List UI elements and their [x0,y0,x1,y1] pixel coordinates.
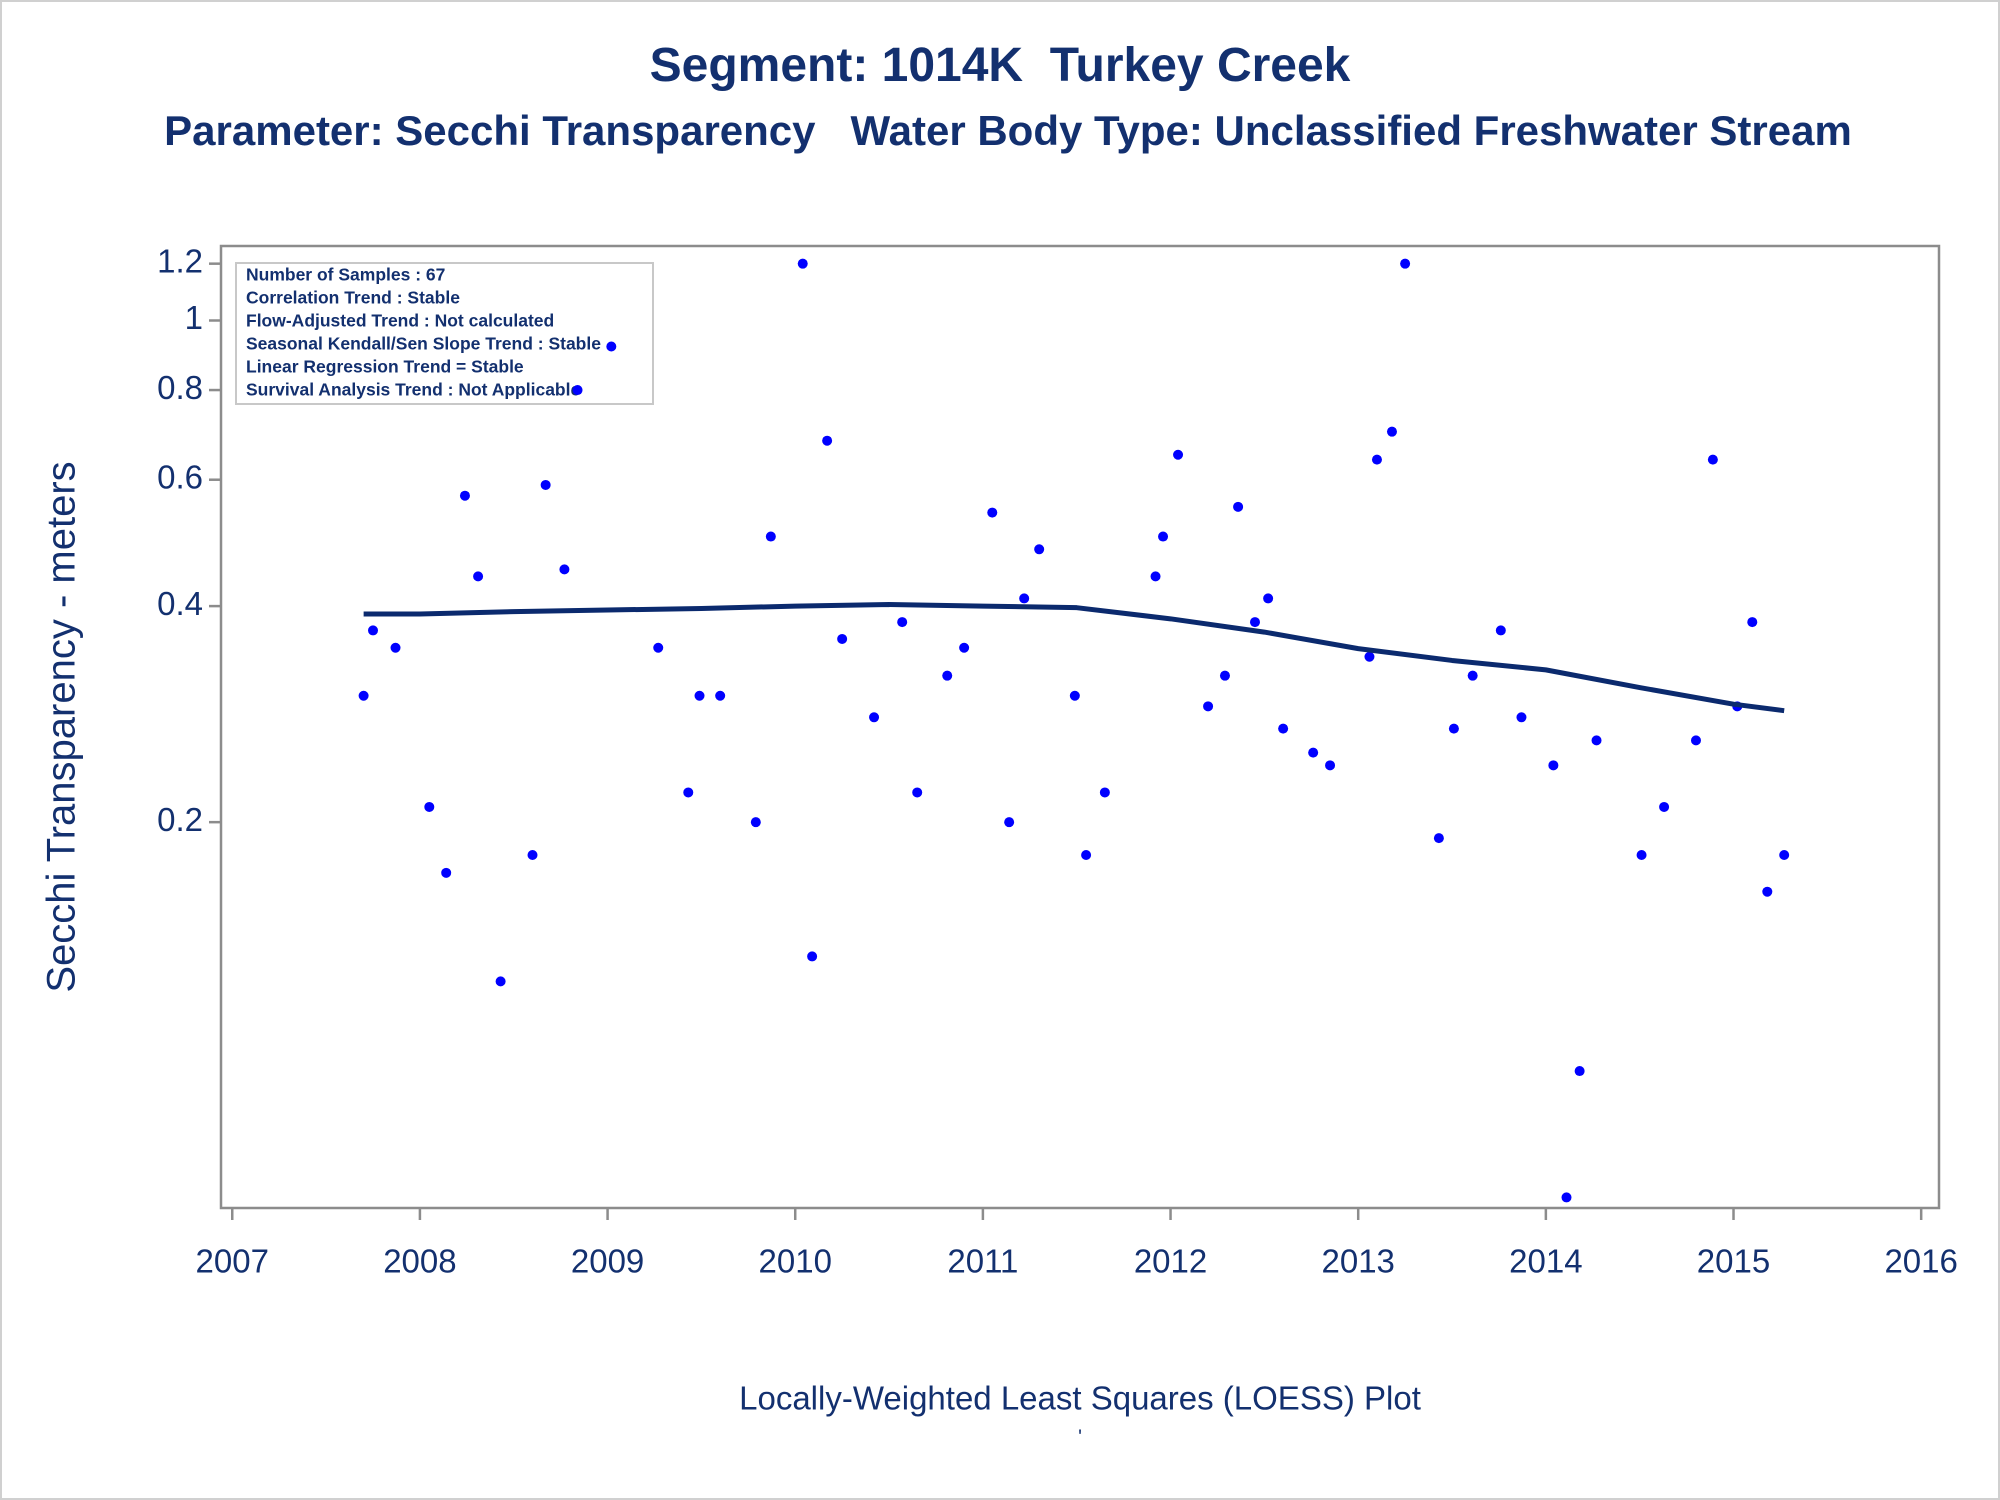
x-tick-label: 2009 [571,1243,644,1280]
data-point [1495,625,1506,636]
data-point [653,642,664,653]
x-tick-label: 2014 [1509,1243,1582,1280]
data-point [1574,1066,1585,1077]
x-tick-label: 2007 [196,1243,269,1280]
data-point [807,951,818,962]
data-point [822,435,833,446]
chart-subtitle: Parameter: Secchi Transparency Water Bod… [164,107,1852,154]
data-point [1219,670,1230,681]
data-point [715,690,726,701]
data-point [1099,787,1110,798]
data-point [1364,651,1375,662]
data-point [1203,701,1214,712]
y-tick-label: 0.8 [157,369,203,406]
data-point [441,867,452,878]
data-point [1325,760,1336,771]
y-tick-label: 0.4 [157,585,203,622]
data-point [1308,747,1319,758]
data-point [1019,593,1030,604]
data-point [912,787,923,798]
data-point [1278,723,1289,734]
data-point [765,531,776,542]
y-tick-label: 0.6 [157,458,203,495]
stats-line: Linear Regression Trend = Stable [246,357,524,377]
data-point [1762,886,1773,897]
data-point [750,817,761,828]
data-point [459,490,470,501]
data-point [1591,735,1602,746]
data-point [572,385,583,396]
plot-area [219,244,1941,1210]
y-tick-label: 0.2 [157,801,203,838]
data-point [1636,849,1647,860]
x-tick-label: 2012 [1134,1243,1207,1280]
x-tick-label: 2011 [947,1243,1018,1280]
y-tick-label: 1.2 [157,242,203,279]
y-tick-label: 1 [185,299,203,336]
data-point [358,690,369,701]
data-point [1779,849,1790,860]
data-point [797,258,808,269]
data-point [1448,723,1459,734]
data-point [1548,760,1559,771]
data-point [1004,817,1015,828]
data-point [1561,1192,1572,1203]
data-point [694,690,705,701]
data-point [1173,449,1184,460]
data-point [527,849,538,860]
data-point [1467,670,1478,681]
data-point [1249,617,1260,628]
data-point [1386,426,1397,437]
data-point [959,642,970,653]
data-point [897,617,908,628]
data-point [869,712,880,723]
footer: Locally-Weighted Least Squares (LOESS) P… [739,1380,1421,1417]
data-point [1707,454,1718,465]
data-point [1659,801,1670,812]
data-point [424,801,435,812]
data-point [1400,258,1411,269]
data-point [837,633,848,644]
data-point [1233,501,1244,512]
data-point [942,670,953,681]
data-point [540,479,551,490]
data-point [1069,690,1080,701]
data-point [1747,617,1758,628]
stats-line: Number of Samples : 67 [246,265,445,285]
stats-line: Correlation Trend : Stable [246,288,460,308]
data-point [683,787,694,798]
data-point [1433,833,1444,844]
data-point [495,976,506,987]
y-axis-label: Secchi Transparency - meters [40,461,84,992]
data-point [1263,593,1274,604]
data-point [559,564,570,575]
data-point [473,571,484,582]
stats-box [235,262,654,405]
data-point [368,625,379,636]
data-point [606,341,617,352]
stats-line: Flow-Adjusted Trend : Not calculated [246,311,554,331]
data-point [1034,544,1045,555]
data-point [1150,571,1161,582]
stats-line: Survival Analysis Trend : Not Applicable [246,380,580,400]
data-point [1690,735,1701,746]
loess-line [363,602,1785,714]
data-point [987,507,998,518]
data-point [1158,531,1169,542]
x-tick-label: 2015 [1697,1243,1770,1280]
x-tick-label: 2016 [1884,1243,1957,1280]
stats-line: Seasonal Kendall/Sen Slope Trend : Stabl… [246,334,601,354]
data-point [390,642,401,653]
x-tick-label: 2010 [759,1243,832,1280]
data-point [1516,712,1527,723]
data-point [1081,849,1092,860]
x-tick-label: 2008 [383,1243,456,1280]
chart-title: Segment: 1014K Turkey Creek [649,39,1351,92]
x-tick-label: 2013 [1321,1243,1394,1280]
data-point [1371,454,1382,465]
footnote: ' [1078,1426,1082,1448]
